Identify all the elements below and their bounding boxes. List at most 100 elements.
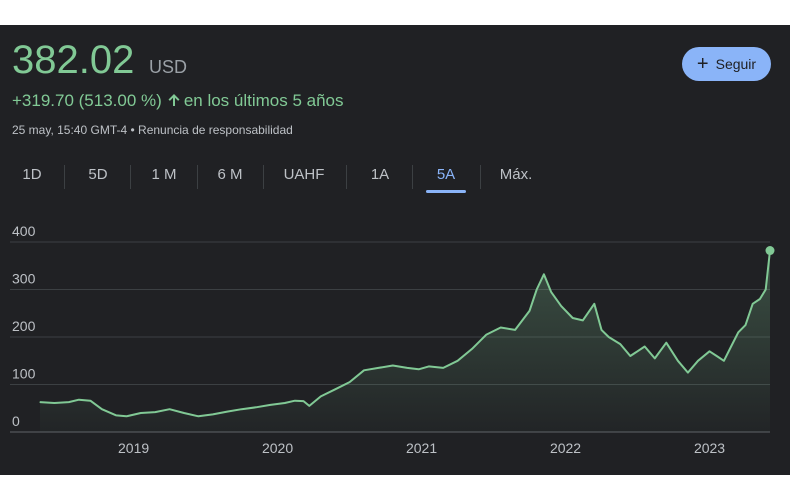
x-tick-label: 2019: [118, 440, 149, 456]
data-point: [528, 310, 531, 312]
data-point: [629, 355, 631, 357]
data-point: [536, 288, 538, 291]
data-point: [308, 405, 310, 407]
data-point: [302, 400, 305, 402]
data-point: [708, 350, 711, 352]
x-tick-label: 2023: [694, 440, 725, 456]
tab-1y[interactable]: 1A: [370, 166, 390, 183]
tab-5d[interactable]: 5D: [88, 166, 108, 183]
data-point: [212, 413, 214, 416]
price-area: [40, 250, 770, 432]
last-price-marker: [765, 246, 775, 256]
data-point: [677, 360, 679, 362]
data-point: [687, 372, 689, 374]
stock-card: 382.02 USD +319.70 (513.00 %) en los últi…: [0, 25, 790, 475]
data-point: [744, 324, 747, 326]
current-price: 382.02: [12, 38, 135, 82]
y-tick-label: 200: [12, 318, 36, 334]
data-point: [140, 412, 142, 414]
x-tick-label: 2021: [406, 440, 437, 456]
data-point: [665, 342, 667, 344]
data-point: [418, 368, 420, 370]
data-point: [101, 408, 103, 410]
x-tick-label: 2020: [262, 440, 293, 456]
data-point: [765, 288, 767, 291]
change-period: en los últimos 5 años: [183, 91, 344, 110]
data-point: [716, 355, 718, 357]
data-point: [39, 401, 41, 403]
data-point: [697, 360, 699, 362]
data-point: [572, 317, 574, 319]
y-tick-label: 100: [12, 366, 36, 382]
data-point: [240, 408, 243, 410]
tab-6m[interactable]: 6 M: [217, 166, 243, 183]
data-point: [284, 402, 286, 404]
data-point: [53, 402, 55, 404]
data-point: [363, 369, 365, 371]
tab-separator: [263, 165, 264, 189]
data-point: [115, 414, 117, 416]
change-value: +319.70 (513.00 %): [12, 91, 162, 110]
tab-1m[interactable]: 1 M: [151, 166, 177, 183]
data-point: [723, 360, 725, 362]
data-point: [600, 329, 603, 331]
x-axis: 2019 2020 2021 2022 2023: [118, 440, 725, 456]
data-point: [197, 415, 199, 417]
plus-icon: +: [696, 53, 709, 75]
data-point: [560, 305, 562, 307]
data-point: [582, 319, 584, 321]
data-point: [456, 360, 459, 362]
tab-1d[interactable]: 1D: [22, 166, 42, 183]
data-point: [550, 291, 552, 293]
data-point: [752, 303, 754, 305]
data-point: [269, 404, 271, 406]
disclaimer-link[interactable]: 25 may, 15:40 GMT-4 • Renuncia de respon…: [12, 123, 293, 137]
data-point: [392, 364, 394, 367]
data-point: [255, 406, 257, 408]
data-point: [334, 388, 336, 390]
data-point: [406, 367, 408, 369]
data-point: [619, 343, 621, 345]
tab-separator: [346, 165, 347, 189]
price-chart[interactable]: 0 100 200 300 400 2019 2020 2021 2022 2023: [0, 215, 790, 475]
data-point: [471, 348, 473, 350]
data-point: [348, 381, 351, 383]
data-point: [226, 410, 228, 413]
data-point: [644, 345, 646, 348]
tab-max[interactable]: Máx.: [499, 166, 533, 183]
data-point: [183, 412, 185, 414]
data-point: [68, 401, 70, 403]
y-tick-label: 300: [12, 271, 36, 287]
tab-separator: [480, 165, 481, 189]
follow-button[interactable]: + Seguir: [682, 47, 771, 81]
y-tick-label: 400: [12, 223, 36, 239]
data-point: [485, 334, 487, 336]
data-point: [730, 345, 732, 348]
y-tick-label: 0: [12, 413, 20, 429]
data-point: [543, 273, 545, 275]
data-point: [500, 326, 502, 329]
tab-5y[interactable]: 5A: [426, 163, 466, 193]
price-points: [39, 249, 771, 417]
price-change: +319.70 (513.00 %) en los últimos 5 años: [12, 91, 344, 111]
tab-ytd[interactable]: UAHF: [283, 166, 325, 183]
data-point: [442, 367, 444, 369]
data-point: [125, 415, 127, 417]
follow-label: Seguir: [715, 56, 757, 72]
data-point: [654, 357, 656, 359]
data-point: [377, 367, 379, 369]
data-point: [593, 303, 595, 305]
data-point: [154, 411, 156, 413]
data-point: [89, 400, 91, 402]
tab-separator: [64, 165, 65, 189]
data-point: [759, 298, 761, 300]
arrow-up-icon: [167, 92, 181, 108]
data-point: [320, 395, 322, 397]
data-point: [608, 336, 610, 338]
data-point: [737, 331, 739, 333]
x-tick-label: 2022: [550, 440, 581, 456]
data-point: [168, 408, 171, 410]
tab-separator: [197, 165, 198, 189]
data-point: [428, 365, 430, 368]
data-point: [78, 399, 80, 401]
